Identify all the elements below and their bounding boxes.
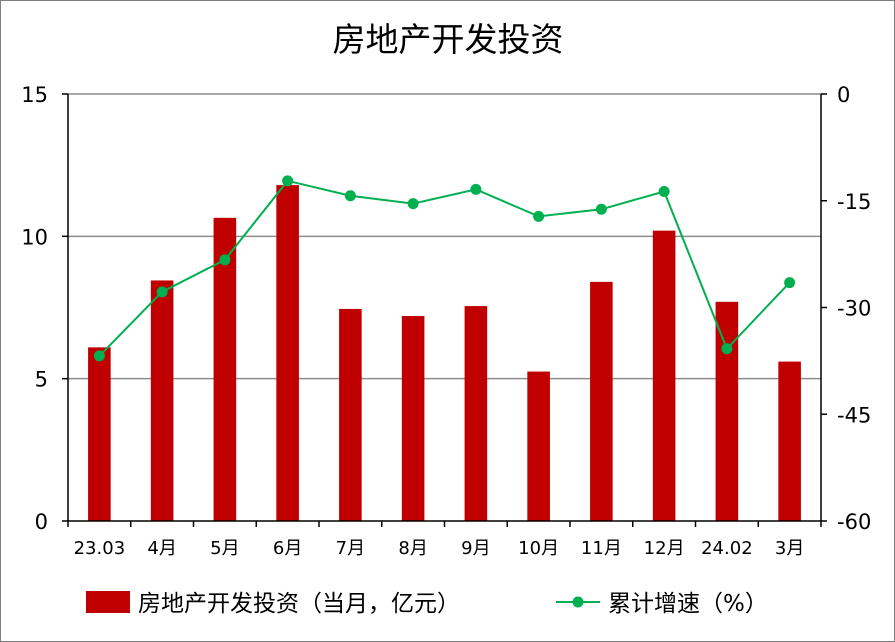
y-right-tick-label: 0 [837,83,850,107]
bar [715,301,739,521]
axes: 0 5 10 15 -60 -45 -30 -15 0 23.03 4月 5月 6月 7月 8月 9月 10月 1… [21,83,871,559]
x-tick-label: 11月 [581,538,622,559]
bar [401,316,425,521]
line-point [282,175,294,187]
legend-swatch-marker [572,596,584,608]
line-point [721,343,733,355]
x-tick-label: 8月 [398,538,427,559]
line-point [595,203,607,215]
bar [590,281,613,521]
bar [339,308,362,521]
chart-title: 房地产开发投资 [333,20,564,59]
bar [652,230,676,521]
x-tick-label: 9月 [461,538,490,559]
x-tick-label: 24.02 [701,538,753,559]
x-tick-label: 3月 [775,538,804,559]
line-point [658,185,670,197]
y-right-tick-label: -60 [837,510,871,534]
line-point [784,277,796,289]
bar [464,306,488,521]
bar [88,347,111,521]
line-point [344,190,356,202]
bar [527,371,550,521]
y-left-tick-label: 15 [21,83,48,107]
line-point [93,350,105,362]
bar [150,280,174,521]
y-right-tick-label: -15 [837,190,871,214]
bar [276,185,299,522]
legend-swatch-bar [86,591,130,613]
y-left-tick-label: 0 [35,510,48,534]
bar [778,361,801,521]
line-point [470,183,482,195]
x-tick-label: 5月 [210,538,239,559]
y-left-tick-label: 10 [21,225,48,249]
x-tick-label: 10月 [518,538,559,559]
x-tick-label: 23.03 [74,538,126,559]
line-series [93,175,796,362]
x-tick-label: 7月 [336,538,365,559]
x-tick-label: 12月 [644,538,685,559]
line-point [219,254,231,266]
legend-label-bar: 房地产开发投资（当月，亿元） [138,591,460,617]
line-point [533,210,545,222]
bar [213,217,237,521]
series-line [98,179,791,357]
y-left-tick-label: 5 [35,368,48,392]
line-point [407,198,419,210]
legend-label-line: 累计增速（%） [608,591,768,617]
legend: 房地产开发投资（当月，亿元） 累计增速（%） [86,591,768,617]
x-tick-label: 6月 [273,538,302,559]
x-tick-label: 4月 [147,538,176,559]
bar-series [88,185,801,522]
line-point [156,286,168,298]
gridlines [68,93,821,380]
y-right-tick-label: -45 [837,403,871,427]
y-right-tick-label: -30 [837,297,871,321]
